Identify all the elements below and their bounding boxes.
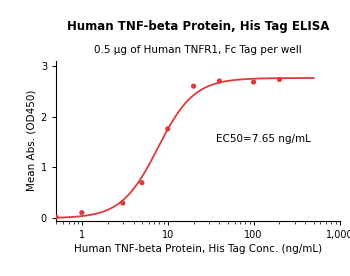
Point xyxy=(165,127,170,131)
Point xyxy=(79,211,85,215)
Point xyxy=(139,181,145,185)
Text: EC50=7.65 ng/mL: EC50=7.65 ng/mL xyxy=(216,134,311,145)
Point xyxy=(120,201,126,205)
Y-axis label: Mean Abs. (OD450): Mean Abs. (OD450) xyxy=(27,90,36,192)
Point xyxy=(276,77,282,82)
Point xyxy=(217,79,222,83)
Text: Human TNF-beta Protein, His Tag ELISA: Human TNF-beta Protein, His Tag ELISA xyxy=(66,20,329,33)
Text: 0.5 μg of Human TNFR1, Fc Tag per well: 0.5 μg of Human TNFR1, Fc Tag per well xyxy=(94,45,302,55)
Point xyxy=(53,215,59,219)
Point xyxy=(191,84,196,88)
X-axis label: Human TNF-beta Protein, His Tag Conc. (ng/mL): Human TNF-beta Protein, His Tag Conc. (n… xyxy=(74,244,322,254)
Point xyxy=(251,80,257,84)
